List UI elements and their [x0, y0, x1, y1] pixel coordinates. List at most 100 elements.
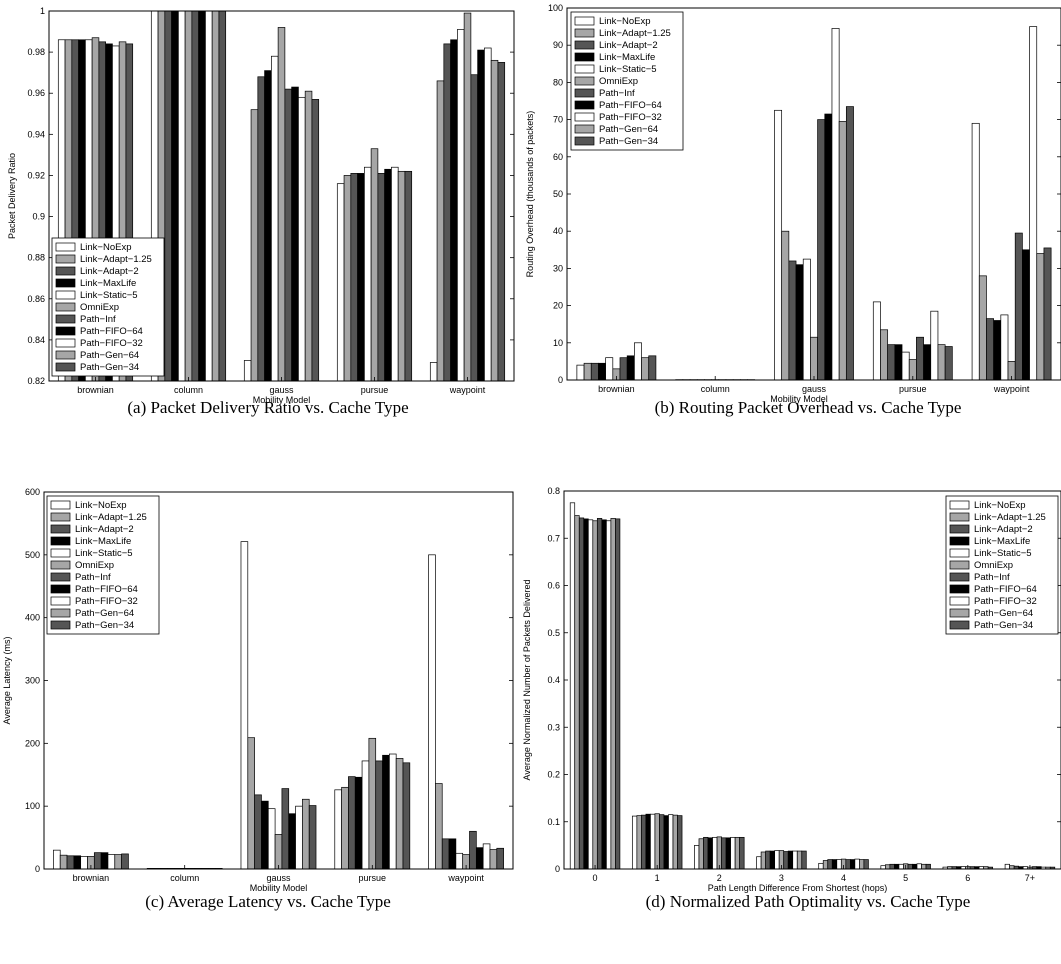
bar-d-s9-c5: [921, 863, 927, 870]
legend-swatch-a-8: [55, 338, 76, 348]
y-axis-label-c: Average Latency (ms): [2, 637, 12, 725]
bar-c-s9-c0: [114, 854, 122, 870]
bar-a-s6-c4: [470, 74, 478, 382]
legend-label-b-4: Link−Static−5: [599, 64, 657, 75]
bar-d-s3-c2: [707, 837, 713, 870]
bar-c-s8-c2: [295, 805, 303, 870]
bar-d-s8-c5: [916, 863, 922, 870]
bar-c-s2-c0: [66, 855, 75, 870]
chart-panel-c: 0 100 200 300 400 500 600 brownian column gauss pu…: [2, 487, 514, 911]
legend-swatch-b-4: [574, 64, 595, 74]
bar-a-s3-c2: [264, 70, 272, 382]
bar-b-s8-c3: [930, 310, 939, 381]
bar-d-s6-c5: [907, 863, 913, 870]
bar-c-s10-c4: [496, 847, 504, 870]
bar-c-s0-c4: [428, 554, 436, 870]
ytick-label-b-3: 30: [553, 263, 563, 273]
bar-b-s7-c0: [626, 355, 635, 381]
legend-label-c-7: Path−FIFO−64: [75, 584, 138, 595]
bar-c-s4-c4: [455, 852, 464, 870]
bar-c-s6-c0: [93, 852, 102, 870]
bar-b-s0-c0: [576, 364, 585, 381]
bar-c-s10-c0: [121, 853, 129, 870]
legend-label-d-8: Path−FIFO−32: [974, 596, 1037, 607]
bar-a-s5-c3: [370, 148, 379, 382]
xtick-label-d-2: 2: [717, 873, 722, 883]
bar-a-s7-c1: [198, 10, 206, 382]
legend-label-a-7: Path−FIFO−64: [80, 326, 143, 337]
ytick-label-a-8: 0.98: [27, 47, 45, 57]
ytick-label-b-6: 60: [553, 152, 563, 162]
legend-swatch-c-10: [50, 620, 71, 630]
legend-swatch-d-6: [949, 572, 970, 582]
xtick-label-b-3: pursue: [899, 384, 927, 394]
ytick-label-a-2: 0.86: [27, 294, 45, 304]
bar-d-s7-c5: [912, 863, 918, 870]
legend-swatch-b-9: [574, 124, 595, 134]
bar-d-s0-c3: [756, 856, 762, 870]
bar-c-s3-c4: [448, 838, 457, 870]
legend-label-b-9: Path−Gen−64: [599, 124, 658, 135]
bar-c-s6-c3: [375, 760, 383, 870]
bar-d-s0-c1: [631, 815, 638, 870]
bars-c: [53, 541, 504, 870]
legend-label-c-8: Path−FIFO−32: [75, 596, 138, 607]
bar-c-s3-c0: [73, 855, 82, 870]
legend-swatch-b-2: [574, 40, 595, 50]
xtick-label-c-3: pursue: [359, 873, 387, 883]
bar-b-s1-c2: [781, 230, 790, 381]
bar-a-s2-c4: [443, 43, 451, 382]
bar-d-s1-c2: [698, 838, 704, 870]
bar-c-s8-c0: [107, 854, 116, 870]
caption-c: (c) Average Latency vs. Cache Type: [145, 892, 391, 911]
bar-c-s8-c4: [482, 843, 491, 870]
ytick-label-a-1: 0.84: [27, 335, 45, 345]
bar-b-s9-c4: [1036, 253, 1045, 381]
legend-label-a-3: Link−MaxLife: [80, 278, 136, 289]
bar-a-s8-c4: [484, 47, 492, 382]
xtick-label-a-2: gauss: [269, 385, 294, 395]
legend-swatch-c-3: [50, 536, 71, 546]
bar-c-s1-c4: [435, 783, 443, 870]
legend-label-c-2: Link−Adapt−2: [75, 524, 134, 535]
legend-swatch-c-0: [50, 500, 71, 510]
ytick-label-b-1: 10: [553, 338, 563, 348]
bar-c-s7-c4: [475, 847, 484, 870]
bar-b-s6-c0: [619, 357, 628, 381]
ytick-label-c-4: 400: [25, 613, 40, 623]
legend-swatch-b-6: [574, 88, 595, 98]
bar-d-s10-c5: [925, 863, 931, 870]
caption-a: (a) Packet Delivery Ratio vs. Cache Type: [127, 398, 408, 417]
bar-b-s6-c4: [1014, 232, 1023, 381]
ytick-label-c-2: 200: [25, 738, 40, 748]
bar-c-s5-c2: [274, 834, 283, 870]
legend-swatch-d-3: [949, 536, 970, 546]
legend-label-c-10: Path−Gen−34: [75, 620, 134, 631]
legend-label-d-7: Path−FIFO−64: [974, 584, 1037, 595]
legend-label-d-0: Link−NoExp: [974, 500, 1026, 511]
legend-swatch-d-9: [949, 608, 970, 618]
bar-d-s2-c2: [703, 836, 709, 870]
legend-swatch-b-5: [574, 76, 595, 86]
bar-b-s2-c4: [986, 318, 994, 381]
legend-swatch-d-2: [949, 524, 970, 534]
bar-d-s10-c4: [863, 859, 869, 870]
xtick-label-d-5: 5: [903, 873, 908, 883]
bar-a-s3-c1: [171, 10, 179, 382]
ytick-label-d-3: 0.3: [547, 722, 560, 732]
legend-swatch-d-7: [949, 584, 970, 594]
bar-d-s8-c4: [854, 858, 860, 870]
bar-a-s7-c2: [291, 86, 299, 382]
bar-a-s7-c3: [384, 168, 392, 382]
bar-b-s7-c2: [824, 113, 833, 381]
legend-swatch-c-2: [50, 524, 71, 534]
bar-c-s0-c3: [334, 789, 342, 870]
bar-b-s9-c3: [937, 344, 946, 381]
bar-b-s3-c3: [894, 344, 903, 381]
bar-a-s8-c3: [391, 166, 399, 382]
ytick-label-d-6: 0.6: [547, 581, 560, 591]
xtick-label-d-4: 4: [841, 873, 846, 883]
bar-a-s5-c4: [463, 12, 472, 382]
legend-label-c-5: OmniExp: [75, 560, 114, 571]
